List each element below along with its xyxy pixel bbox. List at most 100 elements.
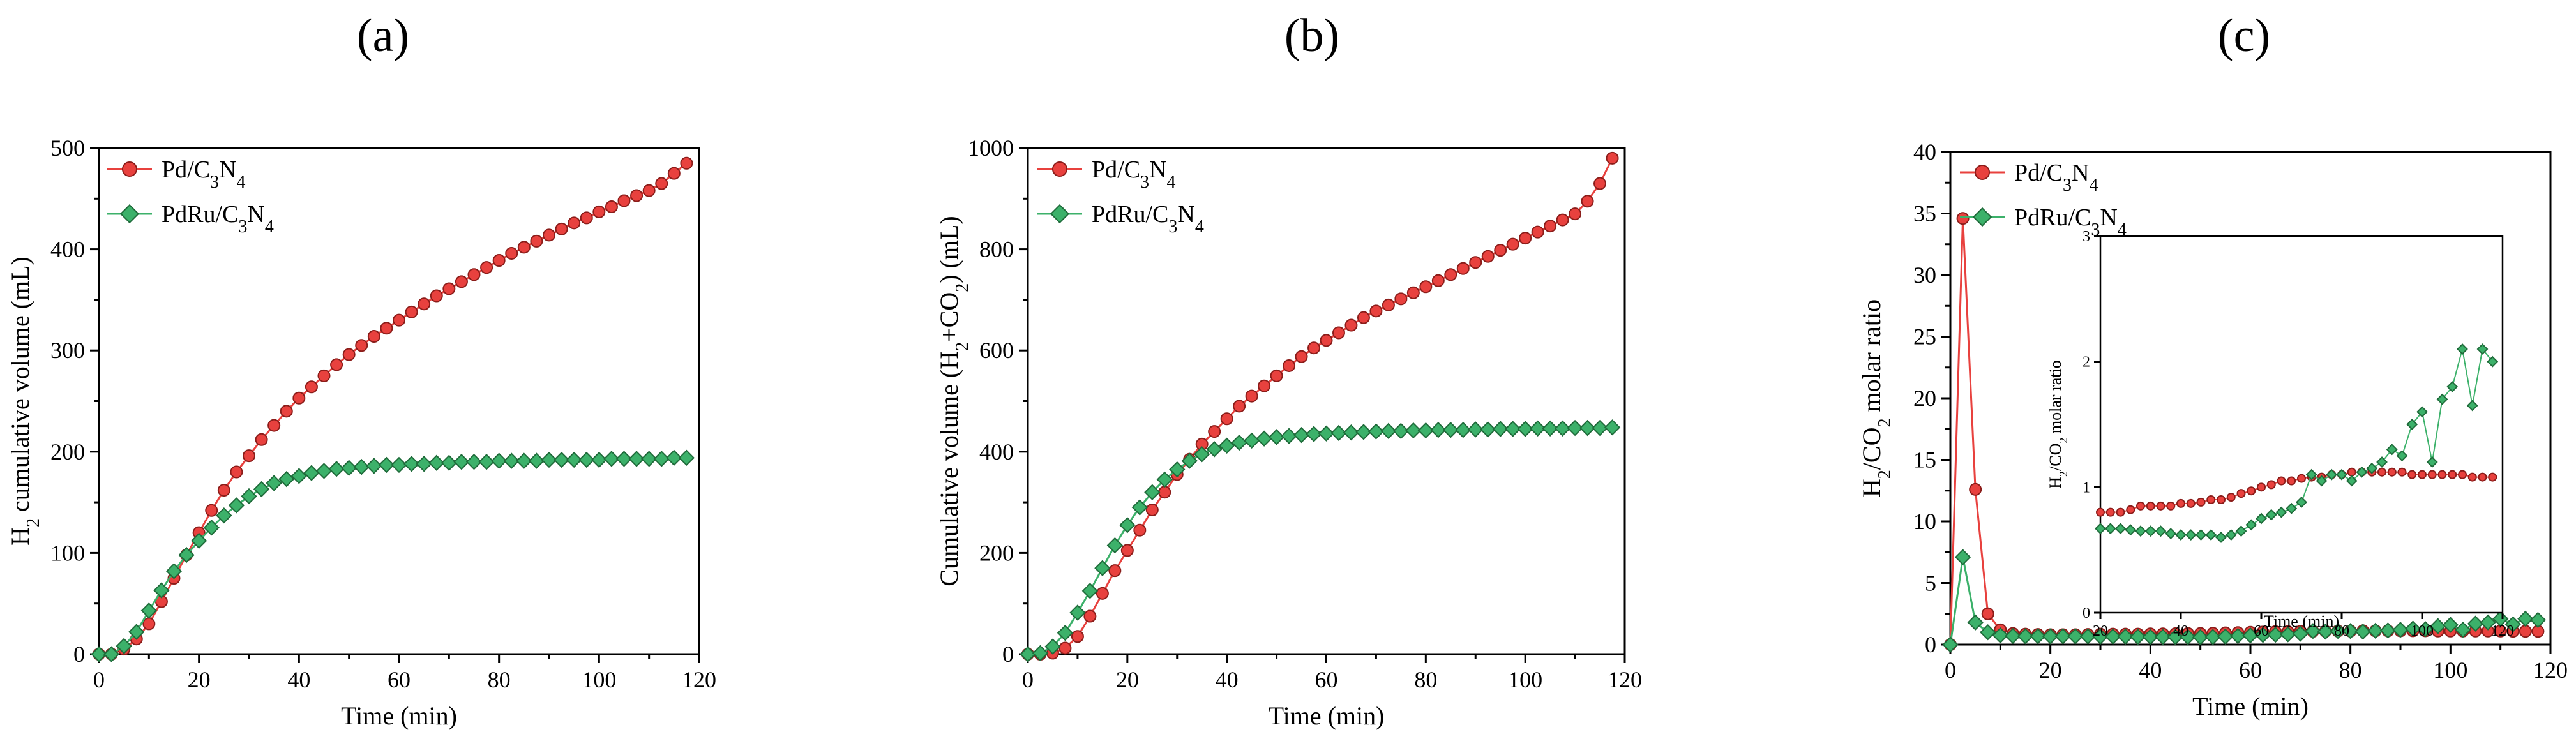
- data-point: [1306, 426, 1322, 442]
- inset-data-point: [2114, 523, 2127, 535]
- data-point: [1569, 207, 1582, 221]
- inset-data-point: [2205, 529, 2217, 541]
- data-point: [142, 617, 156, 631]
- inset-data-point: [2407, 470, 2417, 479]
- data-point: [2192, 629, 2209, 646]
- inset-data-point: [2277, 476, 2286, 486]
- data-point: [416, 456, 432, 472]
- x-tick-label-c: 20: [2039, 657, 2062, 683]
- x-axis-title-a: Time (min): [341, 701, 457, 730]
- data-point: [541, 451, 557, 468]
- data-point: [1231, 434, 1247, 451]
- inset-x-tick-label: 120: [2491, 623, 2514, 639]
- y-tick-label-a: 400: [50, 237, 85, 262]
- series-pd-a: [93, 156, 693, 661]
- data-point: [1144, 484, 1161, 500]
- data-point: [1133, 523, 1147, 537]
- legend-entry-pdru-a: PdRu/C3N4: [107, 201, 274, 237]
- data-point: [615, 451, 633, 467]
- legend-label: Pd/C3N4: [1092, 156, 1176, 192]
- y-tick-label-c: 5: [1925, 571, 1936, 596]
- data-point: [405, 305, 418, 318]
- data-point: [553, 451, 570, 468]
- data-point: [1967, 614, 1984, 631]
- data-point: [216, 507, 232, 524]
- data-point: [455, 275, 468, 288]
- x-tick-label-c: 100: [2433, 657, 2467, 683]
- inset-frame: [2099, 235, 2504, 614]
- legend-label: Pd/C3N4: [2014, 160, 2098, 195]
- data-point: [1119, 517, 1136, 534]
- data-point: [2180, 629, 2196, 645]
- data-point: [1467, 421, 1484, 438]
- inset-data-point: [2136, 501, 2145, 511]
- data-point: [1380, 422, 1397, 439]
- y-tick-label-c: 30: [1913, 262, 1936, 288]
- inset-x-tick-label: 20: [2093, 623, 2108, 639]
- inset-data-point: [2236, 489, 2246, 498]
- inset-data-point: [2195, 529, 2207, 541]
- data-point: [303, 465, 320, 481]
- data-point: [2430, 618, 2446, 634]
- legend-marker: [1972, 207, 1992, 227]
- inset-data-point: [2186, 498, 2196, 508]
- data-point: [442, 282, 456, 295]
- inset-series-pdru: [2095, 343, 2499, 543]
- data-point: [128, 624, 145, 640]
- data-point: [2455, 622, 2471, 638]
- data-point: [1120, 544, 1134, 557]
- plot-area-a: 0 20 40 60 80 100 120 0 100 200 300 400 500 Time (min…: [6, 135, 716, 730]
- inset-data-point: [2175, 529, 2187, 541]
- inset-data-point: [2458, 470, 2467, 479]
- data-point: [1444, 268, 1457, 281]
- data-point: [2330, 623, 2346, 639]
- inset-x-axis-title: Time (min): [2264, 612, 2339, 631]
- data-point: [2005, 627, 2021, 645]
- x-tick-label-b: 120: [1608, 667, 1642, 692]
- data-point: [328, 461, 345, 477]
- data-point: [492, 254, 506, 267]
- data-point: [153, 582, 170, 599]
- y-tick-label-a: 300: [50, 338, 85, 363]
- inset-series-line: [2100, 471, 2493, 513]
- data-point: [441, 454, 457, 471]
- inset-data-point: [2487, 355, 2499, 368]
- inset-data-point: [2226, 493, 2236, 502]
- data-point: [653, 451, 670, 467]
- data-point: [1469, 256, 1482, 269]
- data-point: [1220, 412, 1233, 426]
- inset-data-point: [2396, 450, 2408, 462]
- chart-panel-b: (b) 0 20 40 60 80 100 120 0 200 400 600 800 1000 Time…: [935, 10, 1642, 730]
- inset-data-point: [2165, 528, 2177, 540]
- inset-data-point: [2426, 456, 2438, 468]
- inset-data-point: [2275, 506, 2287, 518]
- inset-data-point: [2155, 525, 2167, 537]
- x-tick-label-b: 80: [1414, 667, 1437, 692]
- x-tick-label-b: 20: [1116, 667, 1139, 692]
- legend-marker: [119, 204, 140, 224]
- inset-data-point: [2217, 495, 2226, 504]
- data-point: [1245, 389, 1258, 403]
- inset-data-point: [2215, 532, 2227, 543]
- inset-data-point: [2245, 519, 2257, 531]
- inset-data-point: [2476, 343, 2489, 355]
- data-point: [1083, 609, 1097, 623]
- data-point: [1517, 421, 1533, 437]
- inset-data-point: [2467, 472, 2477, 482]
- data-point: [2280, 626, 2296, 643]
- inset-data-point: [2448, 470, 2457, 479]
- data-point: [467, 268, 481, 281]
- data-point: [1542, 420, 1558, 437]
- legend-entry-pdru-b: PdRu/C3N4: [1037, 201, 1204, 237]
- data-point: [1258, 379, 1271, 392]
- data-point: [116, 638, 132, 654]
- data-point: [453, 453, 470, 470]
- data-point: [278, 470, 295, 488]
- data-point: [628, 451, 645, 467]
- data-point: [1307, 341, 1321, 355]
- data-point: [91, 646, 107, 662]
- data-point: [255, 433, 268, 446]
- data-point: [2067, 628, 2084, 645]
- data-point: [2267, 626, 2284, 643]
- x-tick-label-a: 100: [582, 667, 616, 692]
